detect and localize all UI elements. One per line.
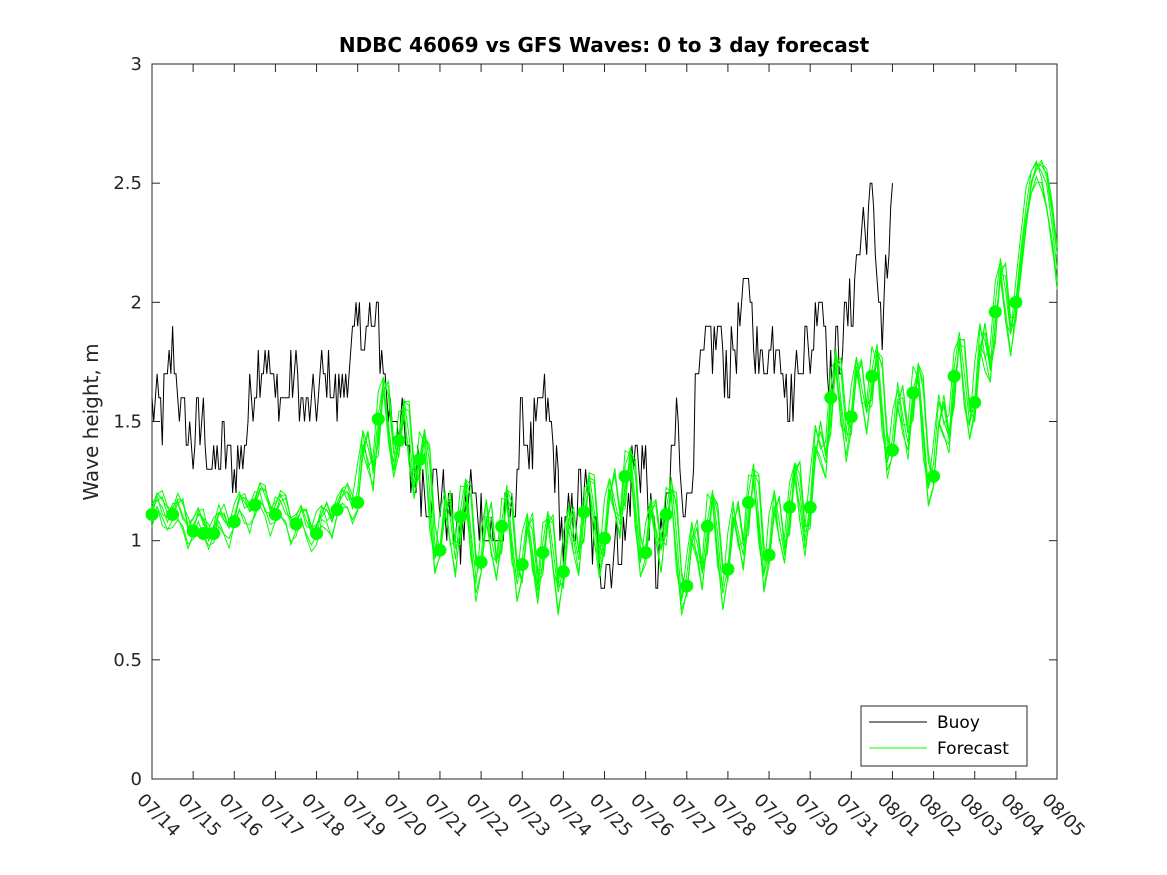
x-tick-label: 07/18: [297, 790, 349, 842]
y-tick-label: 1.5: [113, 412, 142, 433]
forecast-marker: [577, 505, 591, 519]
forecast-marker: [618, 469, 632, 483]
x-tick-label: 07/17: [256, 790, 308, 842]
forecast-marker: [556, 565, 570, 579]
x-tick-label: 07/30: [791, 790, 843, 842]
legend-label: Buoy: [937, 713, 980, 733]
forecast-marker: [700, 519, 714, 533]
forecast-marker: [783, 500, 797, 514]
forecast-marker: [741, 496, 755, 510]
x-tick-label: 08/01: [873, 790, 925, 842]
y-axis-label: Wave height, m: [79, 343, 103, 500]
y-tick-label: 3: [131, 54, 142, 75]
x-tick-label: 07/29: [750, 790, 802, 842]
legend: Buoy Forecast: [860, 705, 1028, 767]
forecast-marker: [392, 434, 406, 448]
y-tick-label: 0: [131, 769, 142, 790]
legend-label: Forecast: [937, 739, 1009, 759]
chart-title: NDBC 46069 vs GFS Waves: 0 to 3 day fore…: [339, 33, 870, 57]
forecast-marker: [310, 527, 324, 541]
x-tick-label: 08/03: [955, 790, 1007, 842]
y-tick-label: 1: [131, 531, 142, 552]
x-tick-label: 07/22: [462, 790, 514, 842]
forecast-marker: [659, 507, 673, 521]
x-tick-label: 07/28: [708, 790, 760, 842]
y-tick-label: 2.5: [113, 173, 142, 194]
x-tick-label: 07/24: [544, 790, 596, 842]
forecast-marker: [885, 443, 899, 457]
forecast-marker: [227, 515, 241, 529]
forecast-marker: [680, 579, 694, 593]
x-tick-label: 07/26: [626, 790, 678, 842]
forecast-marker: [598, 531, 611, 545]
forecast-marker: [145, 507, 159, 521]
forecast-marker: [803, 500, 817, 514]
forecast-marker: [330, 503, 344, 517]
forecast-marker: [196, 527, 210, 541]
x-tick-label: 07/16: [215, 790, 267, 842]
forecast-marker: [865, 369, 879, 383]
forecast-marker: [988, 305, 1002, 319]
forecast-marker: [207, 527, 221, 541]
forecast-marker: [721, 562, 735, 576]
x-tick-label: 08/05: [1037, 790, 1089, 842]
forecast-marker: [166, 507, 180, 521]
y-tick-label: 2: [131, 292, 142, 313]
forecast-marker: [248, 498, 262, 512]
forecast-marker: [412, 453, 426, 467]
x-tick-label: 07/31: [832, 790, 884, 842]
x-tick-label: 07/19: [338, 790, 390, 842]
x-tick-label: 08/04: [996, 790, 1048, 842]
x-tick-label: 08/02: [914, 790, 966, 842]
forecast-marker: [495, 519, 509, 533]
x-tick-label: 07/25: [585, 790, 637, 842]
forecast-marker: [351, 496, 365, 510]
forecast-marker: [371, 412, 385, 426]
forecast-marker: [186, 524, 200, 538]
forecast-marker: [762, 548, 776, 562]
forecast-marker: [844, 410, 858, 424]
forecast-marker: [474, 555, 488, 569]
forecast-marker: [433, 543, 447, 557]
forecast-marker: [515, 558, 529, 571]
forecast-marker: [268, 507, 282, 521]
x-tick-label: 07/27: [667, 790, 719, 842]
forecast-marker: [947, 369, 961, 383]
y-tick-label: 0.5: [113, 650, 142, 671]
forecast-line: [151, 159, 1058, 601]
x-tick-label: 07/21: [420, 790, 472, 842]
buoy-line: [151, 182, 893, 589]
forecast-marker: [927, 469, 941, 483]
forecast-marker: [289, 517, 303, 531]
x-tick-label: 07/20: [379, 790, 431, 842]
x-tick-label: 07/15: [174, 790, 226, 842]
forecast-marker: [1009, 295, 1023, 309]
legend-box: [860, 705, 1028, 767]
forecast-marker: [639, 546, 653, 560]
x-tick-label: 07/23: [503, 790, 555, 842]
forecast-marker: [824, 391, 838, 405]
x-tick-label: 07/14: [132, 790, 184, 842]
forecast-marker: [536, 546, 550, 560]
forecast-marker: [454, 510, 468, 524]
forecast-marker: [906, 386, 920, 400]
forecast-marker: [968, 395, 982, 409]
